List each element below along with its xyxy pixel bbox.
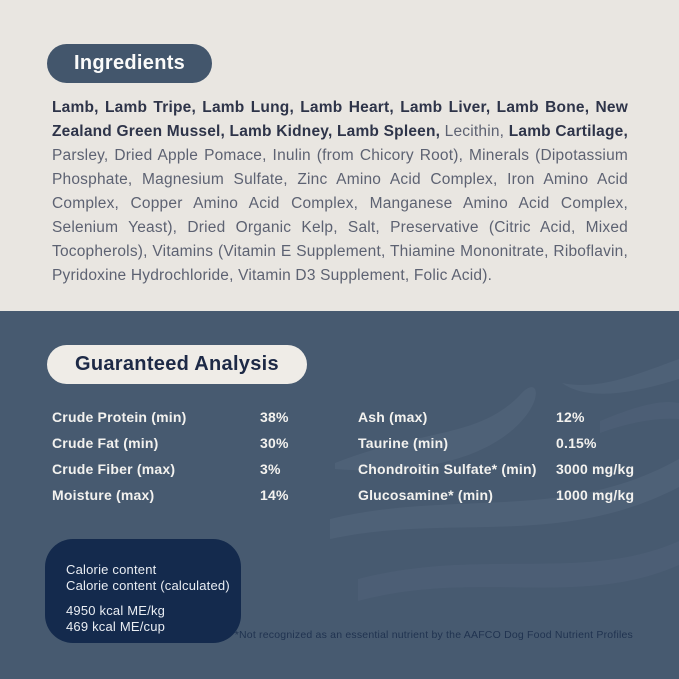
analysis-column-right: Ash (max) 12% Taurine (min) 0.15% Chondr… — [358, 406, 658, 510]
nutrient-value: 3000 mg/kg — [556, 461, 635, 477]
nutrient-value: 38% — [260, 409, 289, 425]
table-row: Crude Fat (min) 30% — [52, 432, 352, 458]
ingredients-heading: Ingredients — [74, 52, 186, 74]
ingredients-segment-bold: Lamb Cartilage, — [508, 123, 628, 140]
calorie-content-box: Calorie content Calorie content (calcula… — [45, 539, 241, 643]
aafco-footnote: *Not recognized as an essential nutrient… — [234, 629, 633, 641]
table-row: Moisture (max) 14% — [52, 484, 352, 510]
nutrient-value: 1000 mg/kg — [556, 487, 635, 503]
ingredients-text: Lamb, Lamb Tripe, Lamb Lung, Lamb Heart,… — [52, 96, 628, 288]
ingredients-segment-bold: Lamb, Lamb Tripe, Lamb Lung, Lamb Heart,… — [52, 99, 628, 140]
table-row: Glucosamine* (min) 1000 mg/kg — [358, 484, 658, 510]
ingredients-segment-regular: Lecithin, — [440, 123, 509, 140]
table-row: Ash (max) 12% — [358, 406, 658, 432]
table-row: Chondroitin Sulfate* (min) 3000 mg/kg — [358, 458, 658, 484]
calorie-value-kg: 4950 kcal ME/kg — [66, 603, 166, 618]
calorie-content-title: Calorie content — [66, 562, 157, 577]
nutrient-label: Glucosamine* (min) — [358, 487, 494, 503]
ingredients-section: Ingredients Lamb, Lamb Tripe, Lamb Lung,… — [0, 0, 679, 311]
nutrient-value: 0.15% — [556, 435, 597, 451]
nutrient-value: 3% — [260, 461, 281, 477]
nutrient-value: 12% — [556, 409, 585, 425]
table-row: Taurine (min) 0.15% — [358, 432, 658, 458]
nutrient-label: Ash (max) — [358, 409, 428, 425]
nutrient-label: Crude Protein (min) — [52, 409, 187, 425]
table-row: Crude Protein (min) 38% — [52, 406, 352, 432]
guaranteed-analysis-section: Guaranteed Analysis Crude Protein (min) … — [0, 311, 679, 679]
table-row: Crude Fiber (max) 3% — [52, 458, 352, 484]
analysis-column-left: Crude Protein (min) 38% Crude Fat (min) … — [52, 406, 352, 510]
calorie-content-subtitle: Calorie content (calculated) — [66, 578, 230, 593]
nutrient-label: Crude Fat (min) — [52, 435, 159, 451]
guaranteed-analysis-heading: Guaranteed Analysis — [75, 353, 279, 375]
calorie-value-cup: 469 kcal ME/cup — [66, 619, 166, 634]
nutrient-label: Moisture (max) — [52, 487, 155, 503]
nutrient-value: 30% — [260, 435, 289, 451]
nutrient-label: Chondroitin Sulfate* (min) — [358, 461, 537, 477]
nutrient-label: Taurine (min) — [358, 435, 449, 451]
guaranteed-analysis-heading-pill: Guaranteed Analysis — [47, 345, 307, 384]
nutrient-label: Crude Fiber (max) — [52, 461, 176, 477]
ingredients-heading-pill: Ingredients — [47, 44, 213, 83]
ingredients-segment-regular: Parsley, Dried Apple Pomace, Inulin (fro… — [52, 147, 628, 284]
nutrient-value: 14% — [260, 487, 289, 503]
